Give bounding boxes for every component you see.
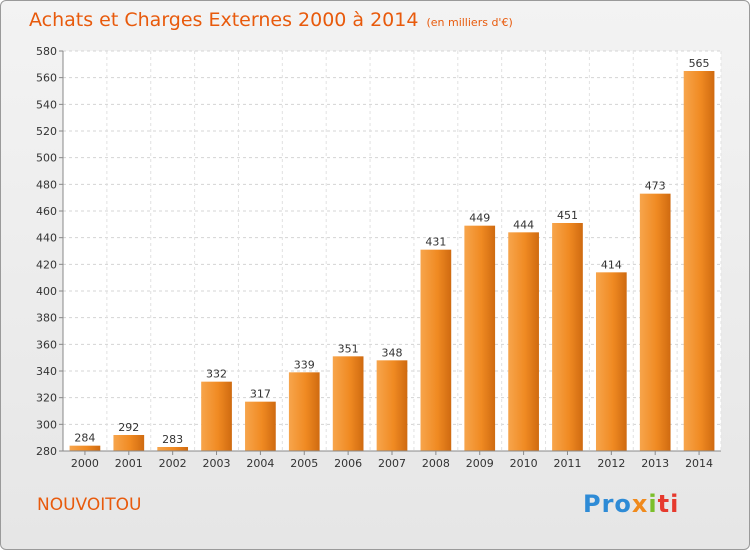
x-tick-label: 2011 (553, 457, 581, 470)
bar-value-label: 348 (382, 346, 403, 359)
bar (157, 447, 189, 451)
commune-name: NOUVOITOU (37, 495, 142, 515)
bar-value-label: 339 (294, 358, 315, 371)
bar-value-label: 444 (513, 218, 534, 231)
x-tick-label: 2004 (246, 457, 274, 470)
x-tick-label: 2002 (159, 457, 187, 470)
bar-value-label: 283 (162, 433, 183, 446)
bar (420, 249, 452, 451)
x-tick-label: 2012 (597, 457, 625, 470)
bar-value-label: 449 (469, 212, 490, 225)
bar (639, 193, 671, 451)
logo-part-3: i (648, 490, 658, 518)
bar-value-label: 414 (601, 258, 622, 271)
bar (201, 381, 232, 451)
y-tick-label: 500 (36, 152, 57, 165)
x-tick-label: 2013 (641, 457, 669, 470)
bar (332, 356, 364, 451)
title-row: Achats et Charges Externes 2000 à 2014 (e… (29, 9, 513, 31)
x-tick-label: 2007 (378, 457, 406, 470)
bar-value-label: 451 (557, 209, 578, 222)
logo-part-4: ti (657, 490, 680, 518)
y-tick-label: 480 (36, 178, 57, 191)
bar-value-label: 332 (206, 368, 227, 381)
x-tick-label: 2006 (334, 457, 362, 470)
y-tick-label: 340 (36, 365, 57, 378)
y-tick-label: 520 (36, 125, 57, 138)
y-tick-label: 560 (36, 72, 57, 85)
bar-value-label: 351 (338, 342, 359, 355)
x-tick-label: 2003 (203, 457, 231, 470)
y-tick-label: 280 (36, 445, 57, 458)
y-tick-label: 440 (36, 232, 57, 245)
y-tick-label: 460 (36, 205, 57, 218)
bar-value-label: 473 (645, 180, 666, 193)
bar (508, 232, 539, 451)
y-tick-label: 360 (36, 338, 57, 351)
bar-value-label: 431 (425, 236, 446, 249)
bar-value-label: 317 (250, 388, 271, 401)
y-tick-label: 580 (36, 45, 57, 58)
x-tick-label: 2008 (422, 457, 450, 470)
bar (595, 272, 627, 451)
bar (69, 445, 101, 451)
x-tick-label: 2000 (71, 457, 99, 470)
chart-title: Achats et Charges Externes 2000 à 2014 (29, 9, 419, 31)
y-tick-label: 420 (36, 258, 57, 271)
bar (464, 225, 496, 451)
y-tick-label: 300 (36, 418, 57, 431)
chart-subtitle: (en milliers d'€) (426, 16, 513, 29)
bar (376, 360, 408, 451)
y-tick-label: 380 (36, 312, 57, 325)
logo-part-2: x (631, 490, 649, 518)
bar-value-label: 284 (74, 432, 95, 445)
bar-value-label: 292 (118, 421, 139, 434)
bar (683, 71, 715, 451)
y-tick-label: 540 (36, 98, 57, 111)
x-tick-label: 2010 (510, 457, 538, 470)
proxiti-logo: Proxiti (583, 490, 679, 518)
x-tick-label: 2001 (115, 457, 143, 470)
bar (245, 401, 276, 451)
y-tick-label: 400 (36, 285, 57, 298)
x-tick-label: 2005 (290, 457, 318, 470)
logo-part-1: Pro (583, 490, 632, 518)
bar (552, 223, 583, 451)
bar-value-label: 565 (689, 57, 710, 70)
bar (288, 372, 320, 451)
y-tick-label: 320 (36, 392, 57, 405)
x-tick-label: 2014 (685, 457, 713, 470)
bar (113, 435, 145, 451)
x-tick-label: 2009 (466, 457, 494, 470)
